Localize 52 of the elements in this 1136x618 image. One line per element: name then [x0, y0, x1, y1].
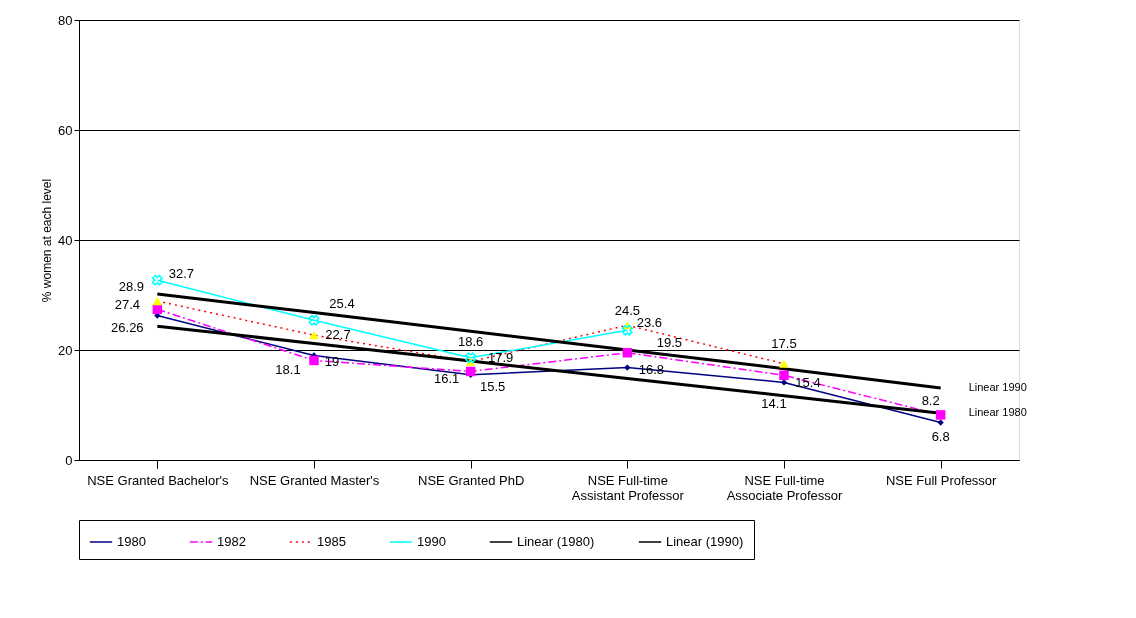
x-tick-label: NSE Granted PhD	[418, 472, 525, 488]
data-label: 14.1	[761, 396, 787, 412]
legend-label: 1985	[317, 534, 346, 549]
point	[621, 324, 633, 336]
y-tick-label: 60	[58, 122, 73, 138]
x-tick-label: NSE Full Professor	[885, 472, 998, 488]
data-label: 28.9	[118, 279, 144, 295]
data-label: 15.5	[480, 378, 506, 394]
point	[624, 364, 631, 371]
legend-label: Linear (1980)	[517, 534, 595, 549]
legend-label: 1980	[117, 534, 146, 549]
data-label: 17.5	[771, 335, 797, 351]
y-tick-label: 40	[58, 232, 73, 248]
point	[465, 366, 476, 377]
point	[465, 352, 477, 364]
data-label: 22.7	[325, 327, 351, 343]
data-label: 25.4	[329, 296, 355, 312]
legend-label: 1990	[417, 534, 446, 549]
data-label: 17.9	[488, 349, 514, 365]
legend-label: 1982	[217, 534, 246, 549]
point	[779, 359, 789, 368]
x-tick-label: NSE Full-time Assistant Professor	[571, 472, 685, 503]
point	[935, 410, 946, 420]
data-label: 8.2	[921, 392, 940, 408]
y-tick-label: 20	[58, 342, 73, 358]
data-label: 27.4	[114, 297, 140, 313]
data-label: 6.8	[931, 428, 950, 444]
data-label: 18.6	[458, 333, 484, 349]
y-tick-label: 80	[58, 12, 73, 28]
x-tick-label: NSE Granted Bachelor's	[87, 472, 229, 488]
point	[937, 419, 944, 426]
y-axis-title: % women at each level	[40, 178, 55, 303]
point	[309, 331, 319, 340]
point	[151, 274, 163, 286]
data-label: 26.26	[111, 319, 144, 335]
point	[779, 370, 789, 381]
y-tick-label: 0	[65, 452, 73, 468]
data-label: 32.7	[168, 266, 194, 282]
data-label: 18.1	[275, 362, 301, 378]
point	[309, 355, 319, 366]
point	[780, 379, 788, 386]
data-label: 16.1	[434, 371, 460, 387]
point	[152, 304, 163, 315]
legend-label: Linear (1990)	[666, 534, 744, 549]
x-tick-label: NSE Granted Master's	[249, 472, 380, 488]
point	[308, 314, 320, 326]
data-label: 19.5	[656, 334, 682, 350]
x-tick-label: NSE Full-time Associate Professor	[726, 472, 843, 503]
annotation: Linear 1980	[968, 406, 1027, 419]
point	[152, 296, 163, 306]
point	[622, 348, 633, 358]
annotation: Linear 1990	[968, 380, 1027, 393]
